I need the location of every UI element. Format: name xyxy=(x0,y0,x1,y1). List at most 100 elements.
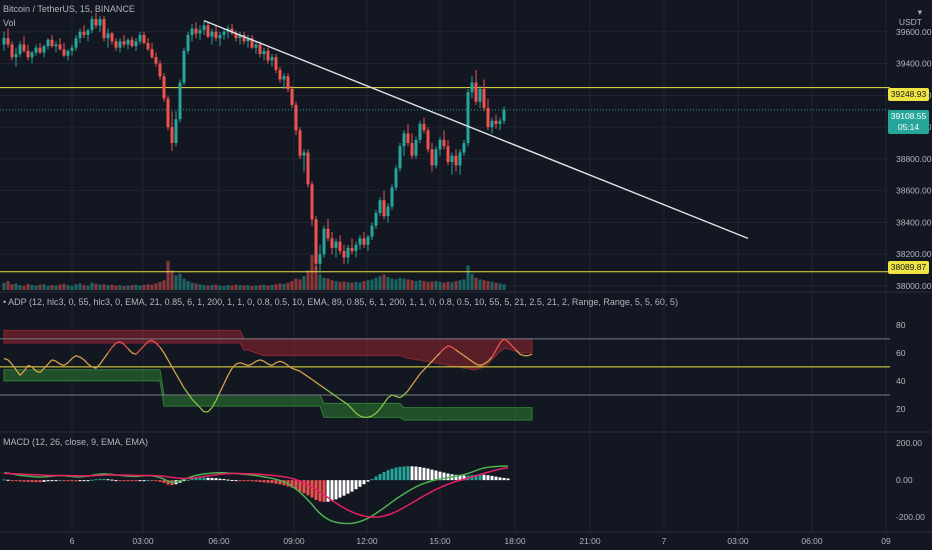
candle-body xyxy=(194,28,198,34)
macd-histogram-bar xyxy=(38,480,42,483)
macd-histogram-bar xyxy=(478,474,482,481)
volume-bar xyxy=(438,281,442,290)
candle-body xyxy=(502,109,506,121)
volume-bar xyxy=(406,279,410,290)
macd-title[interactable]: MACD (12, 26, close, 9, EMA, EMA) xyxy=(3,437,149,447)
volume-bars xyxy=(2,255,506,290)
macd-histogram-bar xyxy=(442,472,446,481)
candle-body xyxy=(46,39,50,47)
symbol-title[interactable]: Bitcoin / TetherUS, 15, BINANCE xyxy=(3,4,135,14)
candle-body xyxy=(50,39,54,47)
candle-body xyxy=(274,57,278,70)
macd-histogram-bar xyxy=(10,480,14,482)
volume-bar xyxy=(402,278,406,290)
volume-bar xyxy=(78,283,82,290)
macd-histogram-bar xyxy=(114,480,118,482)
candle-body xyxy=(90,19,94,31)
adp-line-segment xyxy=(31,366,37,372)
macd-histogram-bar xyxy=(186,479,190,481)
adp-line-segment xyxy=(223,375,229,385)
candlestick-series xyxy=(2,12,506,274)
adp-line-segment xyxy=(231,363,237,369)
macd-histogram-bar xyxy=(126,480,130,482)
adp-line-segment xyxy=(139,345,145,351)
macd-histogram-bar xyxy=(166,480,170,485)
candle-body xyxy=(438,139,442,150)
adp-line-segment xyxy=(287,364,293,369)
candle-body xyxy=(266,50,270,61)
adp-line-segment xyxy=(283,362,289,367)
adp-line-segment xyxy=(15,369,21,376)
adp-line-segment xyxy=(319,384,325,389)
adp-line-segment xyxy=(407,384,413,392)
adp-line-segment xyxy=(515,349,521,355)
volume-bar xyxy=(210,285,214,290)
volume-bar xyxy=(454,281,458,290)
macd-histogram-bar xyxy=(486,475,490,481)
macd-histogram-bar xyxy=(46,480,50,482)
price-tick-label: 38800.00 xyxy=(896,154,932,164)
last-price-badge: 39108.55 05:14 xyxy=(888,110,929,134)
macd-histogram-bar xyxy=(270,480,274,484)
candle-body xyxy=(402,133,406,147)
adp-line-segment xyxy=(375,408,381,414)
macd-histogram-bar xyxy=(182,480,186,482)
candle-body xyxy=(410,143,414,156)
adp-line-segment xyxy=(507,341,513,347)
trendline-group xyxy=(203,20,749,240)
adp-line-segment xyxy=(191,398,197,404)
candle-body xyxy=(358,238,362,245)
adp-line-segment xyxy=(503,338,509,343)
volume-bar xyxy=(278,283,282,290)
candle-body xyxy=(334,241,338,248)
trendline xyxy=(203,20,749,240)
volume-bar xyxy=(142,285,146,290)
volume-bar xyxy=(478,279,482,290)
volume-bar xyxy=(106,285,110,290)
candle-body xyxy=(342,251,346,258)
volume-bar xyxy=(418,280,422,290)
volume-label[interactable]: Vol xyxy=(3,18,16,28)
candle-body xyxy=(350,247,354,252)
volume-bar xyxy=(462,279,466,290)
volume-bar xyxy=(390,278,394,290)
macd-histogram-bar xyxy=(214,478,218,481)
macd-histogram-bar xyxy=(438,471,442,481)
price-tick-label: 38000.00 xyxy=(896,281,932,291)
volume-bar xyxy=(414,281,418,290)
candle-body xyxy=(498,120,502,124)
candle-body xyxy=(458,152,462,166)
adp-line-segment xyxy=(463,355,469,360)
currency-selector[interactable]: ▾ USDT xyxy=(899,7,922,27)
macd-histogram-bar xyxy=(358,480,362,487)
volume-bar xyxy=(458,280,462,290)
candle-body xyxy=(294,104,298,131)
volume-bar xyxy=(58,284,62,290)
macd-histogram-bar xyxy=(234,480,238,482)
volume-bar xyxy=(122,285,126,290)
adp-line-segment xyxy=(211,400,217,408)
candle-body xyxy=(222,31,226,35)
volume-bar xyxy=(270,285,274,290)
candle-body xyxy=(302,152,306,156)
macd-histogram-bar xyxy=(426,468,430,481)
adp-line-segment xyxy=(307,376,313,381)
volume-bar xyxy=(238,285,242,290)
price-axis: 39600.0039400.0039200.0039000.0038800.00… xyxy=(896,27,932,291)
macd-histogram-bar xyxy=(454,474,458,481)
volume-bar xyxy=(302,276,306,290)
adp-line-segment xyxy=(439,348,445,354)
adp-line-segment xyxy=(251,360,257,365)
adp-title[interactable]: • ADP (12, hlc3, 0, 55, hlc3, 0, EMA, 21… xyxy=(3,297,678,307)
macd-histogram-bar xyxy=(218,478,222,481)
macd-histogram-bar xyxy=(62,480,66,482)
adp-title-prefix: • xyxy=(3,297,7,307)
level-price-label-lower: 38089.87 xyxy=(888,261,929,274)
adp-line-segment xyxy=(343,401,349,406)
candle-body xyxy=(38,47,42,53)
adp-tick-label: 40 xyxy=(896,376,906,386)
macd-histogram-bar xyxy=(54,480,58,482)
candle-body xyxy=(474,82,478,102)
macd-histogram-bar xyxy=(378,474,382,481)
